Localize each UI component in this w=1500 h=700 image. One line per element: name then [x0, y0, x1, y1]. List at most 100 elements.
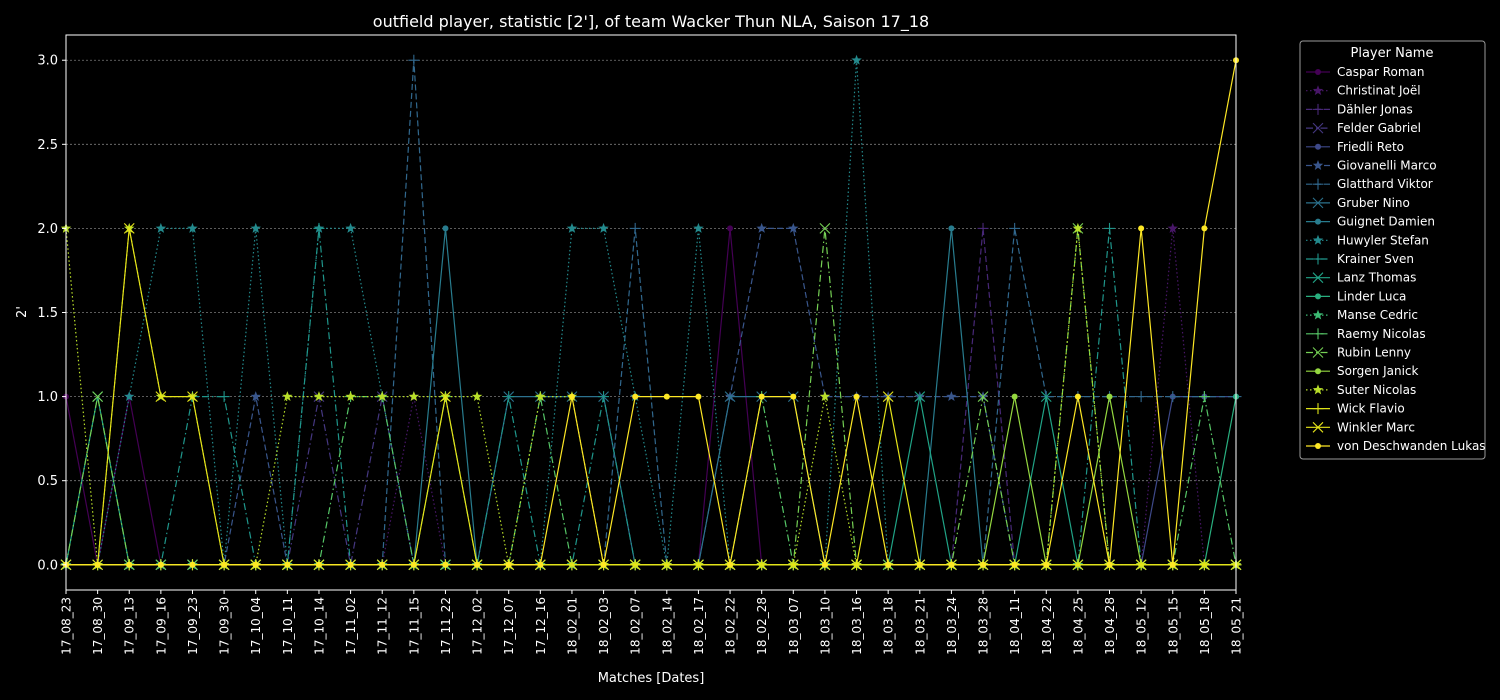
legend-item: Rubin Lenny — [1306, 346, 1411, 360]
x-tick-label: 17_12_16 — [534, 597, 548, 655]
legend-marker — [1312, 160, 1324, 170]
series-20 — [63, 57, 1239, 568]
data-point — [126, 561, 133, 568]
legend-item: Glatthard Viktor — [1306, 177, 1433, 191]
marker-stroke — [440, 391, 451, 402]
legend-item: Winkler Marc — [1306, 420, 1415, 434]
data-point — [1104, 222, 1116, 234]
data-point — [1201, 225, 1208, 232]
data-point — [1198, 559, 1210, 571]
data-point — [250, 391, 261, 402]
legend-marker — [1315, 218, 1321, 225]
data-point — [315, 561, 322, 568]
data-point — [727, 561, 734, 568]
data-point — [92, 391, 104, 402]
data-point — [410, 561, 417, 568]
legend-label: Sorgen Janick — [1337, 364, 1419, 378]
legend-label: Lanz Thomas — [1337, 271, 1416, 285]
data-point — [347, 561, 354, 568]
series-line — [66, 60, 1236, 566]
x-tick-label: 18_03_18 — [882, 597, 896, 655]
marker-stroke — [851, 559, 862, 571]
data-point — [1106, 561, 1113, 568]
x-tick-label: 17_09_16 — [154, 597, 168, 655]
legend-marker — [1312, 253, 1324, 265]
data-point — [916, 561, 923, 568]
data-point — [946, 391, 957, 402]
legend-title: Player Name — [1351, 46, 1434, 61]
legend-marker — [1312, 421, 1324, 433]
marker-stroke — [819, 223, 831, 234]
legend-label: Rubin Lenny — [1337, 346, 1411, 360]
data-point — [155, 222, 167, 233]
x-tick-label: 17_08_23 — [60, 597, 74, 655]
data-point — [313, 391, 325, 402]
chart-title: outfield player, statistic [2'], of team… — [373, 12, 929, 32]
y-tick-label: 0.0 — [37, 558, 58, 573]
y-tick-label: 0.5 — [37, 474, 58, 489]
data-point — [566, 222, 578, 233]
data-point — [187, 222, 198, 233]
data-point — [1009, 222, 1021, 234]
legend-marker — [1312, 122, 1324, 134]
data-point — [187, 391, 198, 402]
legend-item: Giovanelli Marco — [1306, 159, 1437, 173]
legend-label: Felder Gabriel — [1337, 121, 1421, 135]
legend-item: Lanz Thomas — [1306, 271, 1416, 285]
data-point — [948, 225, 955, 232]
data-point — [155, 391, 167, 402]
x-axis: 17_08_23 17_08_30 17_09_13 17_09_16 17_09_23… — [60, 590, 1244, 655]
data-point — [727, 225, 734, 232]
data-point — [819, 391, 831, 402]
data-point — [787, 559, 799, 571]
legend-marker — [1315, 69, 1321, 75]
data-point — [376, 391, 388, 402]
data-point — [977, 391, 989, 402]
legend-label: Winkler Marc — [1337, 420, 1415, 434]
x-tick-label: 18_03_10 — [818, 597, 832, 655]
x-tick-label: 18_02_17 — [692, 597, 706, 655]
legend-item: Suter Nicolas — [1306, 383, 1416, 397]
x-tick-label: 17_12_07 — [502, 597, 516, 655]
data-point — [980, 561, 987, 568]
legend-item: Huwyler Stefan — [1306, 233, 1429, 247]
marker-stroke — [693, 559, 704, 571]
x-tick-label: 17_11_02 — [344, 597, 358, 655]
y-tick-label: 1.5 — [37, 306, 58, 321]
data-point — [693, 559, 704, 571]
legend-item: Christinat Joël — [1306, 84, 1421, 98]
x-tick-label: 18_04_22 — [1040, 597, 1054, 655]
y-axis-label: 2' — [15, 306, 30, 318]
marker-stroke — [123, 223, 135, 234]
legend-item: Krainer Sven — [1306, 252, 1414, 266]
legend-item: Sorgen Janick — [1306, 364, 1419, 378]
x-tick-label: 18_05_15 — [1166, 597, 1180, 655]
x-tick-label: 18_03_24 — [945, 597, 959, 655]
marker-stroke — [92, 391, 104, 402]
data-point — [851, 559, 862, 571]
data-point — [1043, 561, 1050, 568]
data-point — [661, 559, 673, 571]
data-point — [1106, 393, 1113, 400]
legend: Player Name Caspar Roman Christinat Joël D… — [1299, 40, 1486, 460]
series-lines — [60, 54, 1242, 571]
data-point — [157, 561, 164, 568]
data-point — [851, 54, 862, 65]
data-point — [598, 391, 610, 403]
legend-item: Caspar Roman — [1306, 65, 1425, 79]
legend-marker — [1315, 143, 1321, 150]
legend-label: Giovanelli Marco — [1337, 159, 1437, 173]
data-point — [568, 393, 575, 400]
y-tick-label: 2.5 — [37, 138, 58, 153]
data-point — [537, 561, 544, 568]
data-point — [821, 561, 828, 568]
x-tick-label: 17_08_30 — [91, 597, 105, 655]
legend-item: Friedli Reto — [1306, 140, 1404, 154]
legend-label: Linder Luca — [1337, 289, 1406, 303]
x-tick-label: 18_05_18 — [1198, 597, 1212, 655]
legend-label: Caspar Roman — [1337, 65, 1425, 79]
data-point — [1072, 559, 1084, 571]
data-point — [1167, 391, 1179, 403]
x-tick-label: 17_09_30 — [218, 597, 232, 655]
